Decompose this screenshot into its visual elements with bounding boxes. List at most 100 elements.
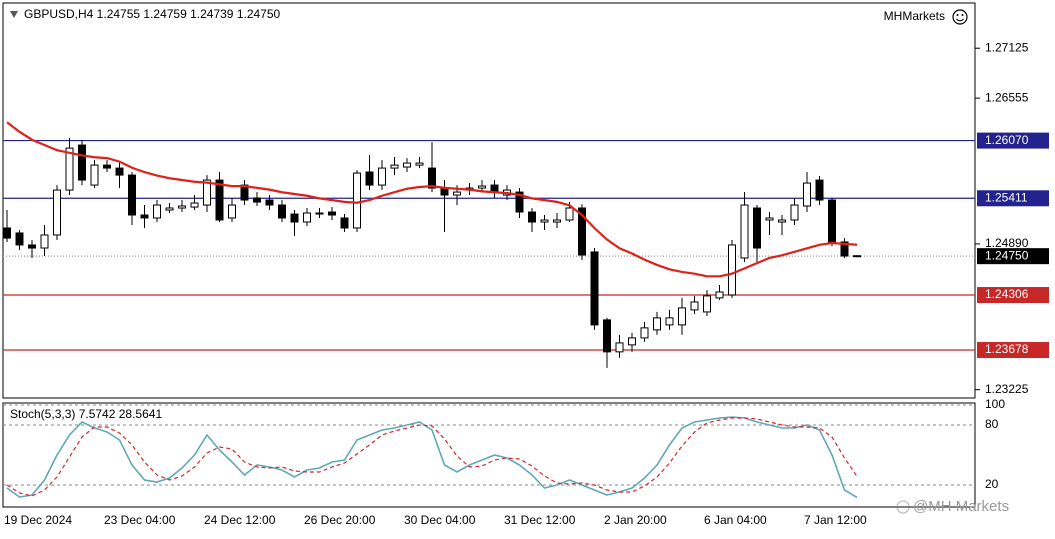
candle-body bbox=[165, 207, 174, 211]
candle-body bbox=[315, 212, 324, 215]
x-tick-label: 26 Dec 20:00 bbox=[304, 513, 376, 527]
candle-body bbox=[328, 211, 336, 216]
candle-body bbox=[53, 189, 61, 236]
level-label: 1.24750 bbox=[985, 248, 1029, 262]
candle-body bbox=[215, 179, 224, 221]
y-tick-label: 1.24890 bbox=[985, 236, 1029, 250]
candle-body bbox=[365, 171, 374, 186]
candle-body bbox=[103, 164, 111, 169]
stoch-title: Stoch(5,3,3) 7.5742 28.5641 bbox=[10, 407, 162, 421]
candle-body bbox=[703, 295, 711, 313]
x-tick-label: 31 Dec 12:00 bbox=[504, 513, 576, 527]
candle-body bbox=[153, 204, 161, 219]
candle-body bbox=[515, 191, 524, 213]
candle-body bbox=[815, 179, 824, 201]
candle-body bbox=[628, 337, 636, 346]
level-label-box bbox=[977, 287, 1049, 304]
candle-body bbox=[90, 164, 99, 186]
stoch-panel bbox=[2, 402, 976, 508]
moving-average bbox=[6, 121, 858, 278]
y-tick-label: 1.27125 bbox=[985, 40, 1029, 54]
level-label-box bbox=[977, 248, 1049, 265]
candle-body bbox=[528, 211, 536, 223]
candle-body bbox=[203, 179, 211, 206]
x-tick-label: 23 Dec 04:00 bbox=[104, 513, 176, 527]
x-tick-label: 30 Dec 04:00 bbox=[404, 513, 476, 527]
candle-body bbox=[428, 167, 436, 189]
price-panel bbox=[2, 2, 976, 399]
candle-body bbox=[478, 185, 486, 189]
candle-body bbox=[590, 251, 599, 326]
candle-body bbox=[740, 204, 749, 259]
candle-body bbox=[453, 191, 461, 196]
candle-body bbox=[678, 307, 686, 326]
y-tick-label: 1.23225 bbox=[985, 382, 1029, 396]
candle-body bbox=[565, 207, 574, 221]
brand-icon bbox=[952, 9, 968, 25]
x-tick-label: 24 Dec 12:00 bbox=[204, 513, 276, 527]
candle-body bbox=[715, 291, 724, 299]
candle-body bbox=[65, 147, 74, 191]
x-tick-label: 6 Jan 04:00 bbox=[704, 513, 767, 527]
candle-body bbox=[378, 167, 386, 186]
candle-body bbox=[790, 204, 799, 221]
candle-body bbox=[390, 164, 399, 169]
candle-body bbox=[253, 197, 261, 203]
candle-body bbox=[353, 172, 361, 229]
brand: MHMarkets bbox=[884, 9, 945, 23]
level-label: 1.23678 bbox=[985, 342, 1029, 356]
stoch-line bbox=[6, 417, 858, 497]
candle-body bbox=[15, 232, 24, 246]
candle-body bbox=[803, 182, 811, 207]
candle-body bbox=[128, 174, 136, 216]
candle-body bbox=[578, 207, 586, 256]
y-tick-label: 100 bbox=[985, 397, 1005, 411]
candle-body bbox=[690, 301, 699, 311]
candle-body bbox=[265, 199, 274, 206]
candle-body bbox=[290, 213, 299, 223]
stoch-line bbox=[6, 416, 858, 499]
candle-body bbox=[78, 144, 86, 181]
level-label: 1.26070 bbox=[985, 133, 1029, 147]
candle-body bbox=[728, 244, 736, 296]
candle-body bbox=[403, 162, 411, 168]
candle-body bbox=[553, 219, 561, 223]
candle-body bbox=[540, 219, 549, 223]
level-label-box bbox=[977, 132, 1049, 149]
candle-body bbox=[853, 255, 861, 258]
candle-body bbox=[753, 207, 761, 249]
candle-body bbox=[653, 317, 661, 331]
candle-body bbox=[303, 212, 311, 223]
y-tick-label: 20 bbox=[985, 477, 999, 491]
level-label-box bbox=[977, 190, 1049, 207]
candle-body bbox=[603, 319, 611, 353]
level-label-box bbox=[977, 342, 1049, 359]
x-tick-label: 2 Jan 20:00 bbox=[604, 513, 667, 527]
candle-body bbox=[140, 214, 149, 219]
candle-body bbox=[615, 342, 624, 353]
candle-body bbox=[40, 234, 49, 249]
x-tick-label: 19 Dec 2024 bbox=[4, 513, 72, 527]
watermark-icon bbox=[896, 500, 910, 514]
y-tick-label: 80 bbox=[985, 417, 999, 431]
candle-body bbox=[178, 205, 186, 209]
candle-body bbox=[415, 162, 424, 166]
collapse-icon bbox=[10, 11, 18, 18]
level-label: 1.24306 bbox=[985, 287, 1029, 301]
candle-body bbox=[840, 241, 849, 257]
symbol-header: GBPUSD,H4 1.24755 1.24759 1.24739 1.2475… bbox=[24, 7, 281, 21]
candle-body bbox=[778, 219, 786, 223]
level-label: 1.25411 bbox=[985, 190, 1028, 204]
x-tick-label: 7 Jan 12:00 bbox=[804, 513, 867, 527]
y-tick-label: 1.26555 bbox=[985, 90, 1029, 104]
candle-body bbox=[340, 217, 349, 229]
candle-body bbox=[278, 204, 286, 219]
candle-body bbox=[28, 244, 36, 249]
candle-body bbox=[665, 317, 674, 326]
watermark: @MH Markets bbox=[913, 498, 1009, 515]
candle-body bbox=[228, 204, 236, 219]
candle-body bbox=[3, 227, 11, 239]
candle-body bbox=[115, 167, 124, 176]
candle-body bbox=[190, 202, 199, 208]
